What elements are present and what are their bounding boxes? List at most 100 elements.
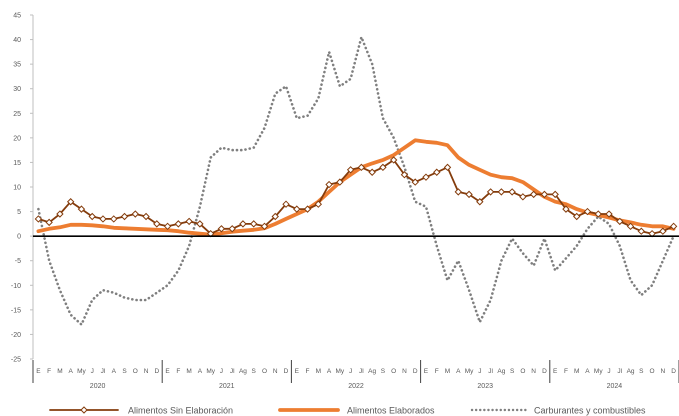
data-point [174,220,183,228]
legend-marker [80,406,88,414]
x-month-label: D [284,368,289,375]
data-point [400,171,409,179]
data-point [551,190,559,199]
data-point [153,220,161,228]
x-month-label: Jl [617,368,622,375]
data-point [250,220,258,228]
y-tick-label: 5 [17,209,21,216]
x-month-label: F [176,368,180,375]
data-point [669,222,678,231]
x-month-label: J [349,368,352,375]
data-point [34,215,43,223]
x-month-label: A [585,368,590,375]
data-point [529,190,538,199]
data-point [45,218,53,227]
x-month-label: Jl [230,368,235,375]
x-month-label: E [295,368,300,375]
y-tick-label: -20 [11,332,21,339]
data-point [228,225,236,233]
data-point [77,205,86,213]
x-month-label: E [553,368,558,375]
x-month-label: J [220,368,223,375]
x-year-label: 2024 [607,383,623,390]
data-point [519,193,527,201]
data-point [476,198,484,206]
data-point [626,222,635,231]
data-point [163,222,172,231]
x-month-label: S [381,368,386,375]
y-tick-label: -15 [11,307,21,314]
data-point [66,198,75,206]
series-line-1 [36,138,676,237]
x-month-label: F [306,368,310,375]
x-month-label: Ag [368,368,376,375]
data-point [303,205,312,213]
y-axis: -25 -20 -15 -10 -5 0 5 10 15 20 25 30 35 40 45 [11,13,34,364]
x-month-label: E [424,368,429,375]
x-month-label: A [327,368,332,375]
x-month-label: My [336,368,345,375]
x-month-label: M [57,368,62,375]
x-month-label: My [206,368,215,375]
data-point [217,225,226,233]
legend: Alimentos Sin Elaboración Alimentos Elabo… [49,406,646,416]
data-point [379,163,387,172]
y-tick-label: 20 [13,135,21,142]
data-point [120,212,129,221]
legend-label-1: Alimentos Elaborados [347,406,435,416]
x-month-label: M [574,368,579,375]
legend-label-0: Alimentos Sin Elaboración [128,406,233,416]
data-point [346,166,355,174]
x-month-label: D [154,368,159,375]
data-point [562,205,570,213]
data-point [637,227,646,235]
y-tick-label: -10 [11,283,21,290]
x-month-label: A [198,368,203,375]
y-tick-label: 35 [13,62,21,69]
x-month-label: A [112,368,117,375]
data-point [454,188,462,196]
data-point [260,222,269,231]
x-month-label: F [435,368,439,375]
x-axis: E F M A My J Jl A S O N D E F M A My J Jl Ag S O N D E F M A My J Jl Ag… [32,360,679,390]
data-point [131,210,139,218]
x-month-label: E [36,368,41,375]
x-month-label: O [520,368,525,375]
data-point [659,227,667,235]
data-point [99,215,107,223]
data-point [594,210,602,218]
x-month-label: My [594,368,603,375]
x-month-label: O [391,368,396,375]
y-tick-label: 30 [13,86,21,93]
legend-label-2: Carburantes y combustibles [534,406,646,416]
series-line-2 [37,35,675,326]
data-point [583,207,592,216]
x-year-label: 2022 [348,383,364,390]
data-point [465,190,473,199]
data-point [110,215,118,223]
y-tick-label: 40 [13,37,21,44]
data-point [573,212,581,221]
y-tick-label: 45 [13,13,21,20]
data-point [433,168,441,176]
data-point [325,180,333,189]
data-point [185,217,193,226]
data-point [443,163,452,172]
x-month-label: Jl [488,368,493,375]
data-point [389,156,398,164]
data-point [56,210,64,218]
data-point [271,212,279,221]
data-point [508,188,516,196]
x-month-label: Jl [101,368,106,375]
y-tick-label: -25 [11,357,21,364]
data-point [368,168,376,176]
x-month-label: M [186,368,191,375]
x-month-label: N [531,368,536,375]
x-month-label: F [564,368,568,375]
x-month-label: N [402,368,407,375]
data-point [239,220,247,228]
data-point [605,210,613,218]
data-point [616,217,624,226]
x-year-label: 2021 [219,383,235,390]
